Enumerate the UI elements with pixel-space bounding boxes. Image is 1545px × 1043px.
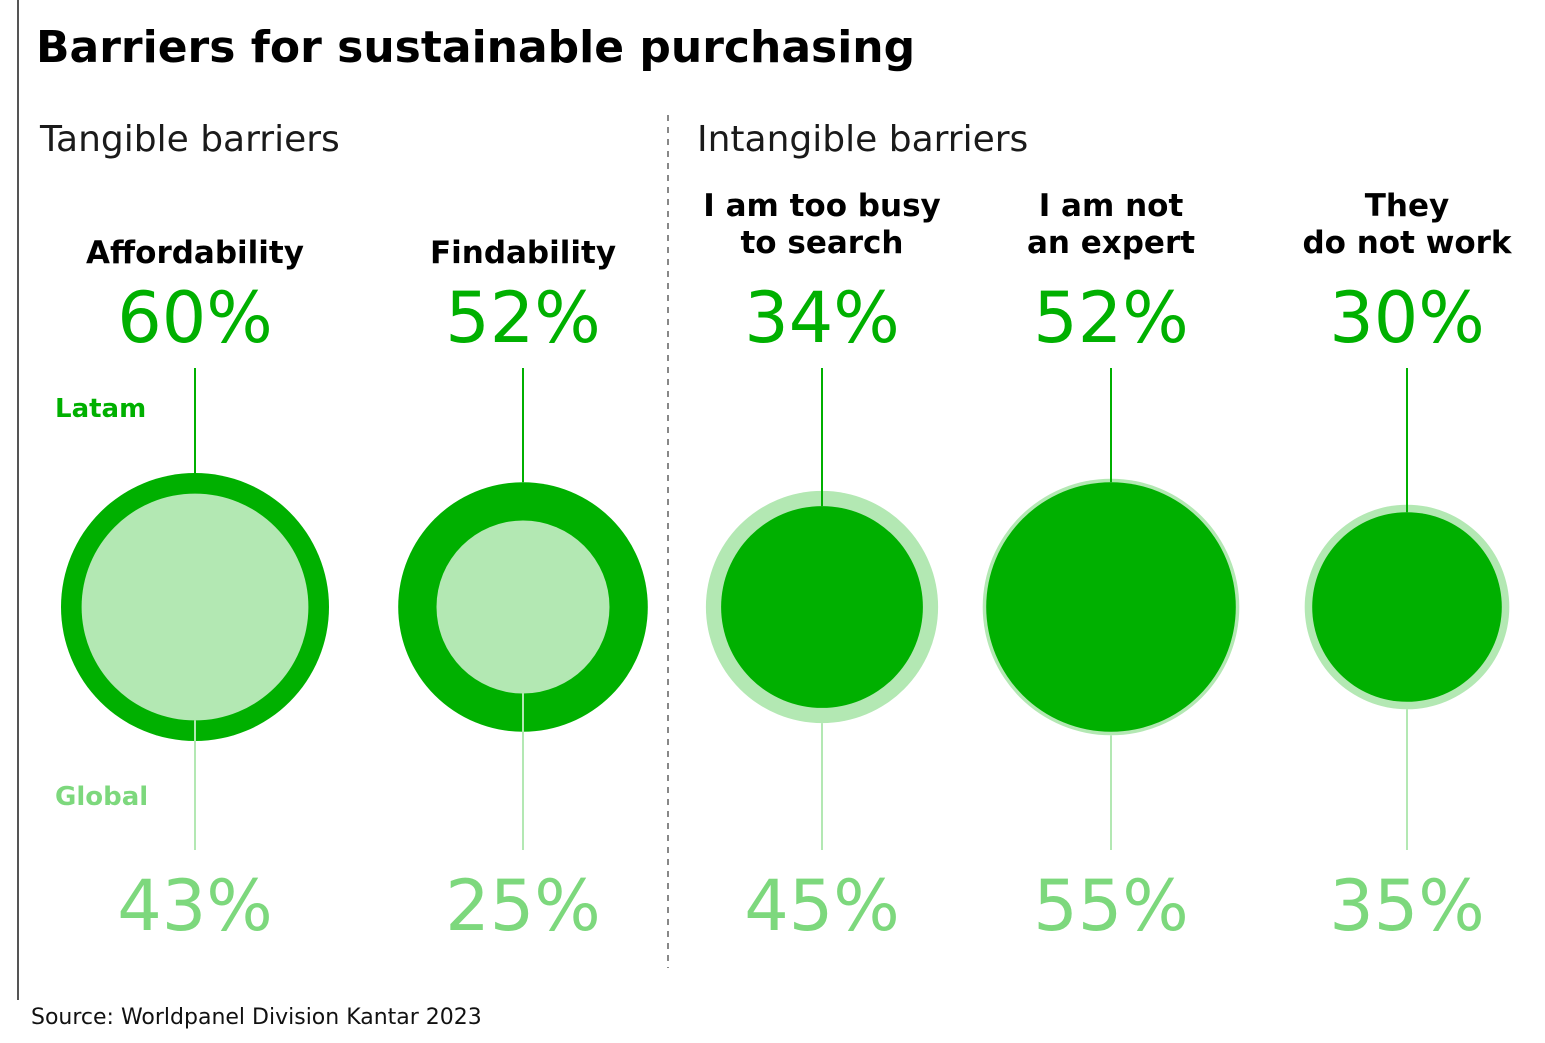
global-value-affordability: 43%: [117, 865, 273, 947]
global-bubble-findability: [436, 520, 610, 694]
global-value-they-do-not-work: 35%: [1329, 865, 1485, 947]
group-label-intangible: Intangible barriers: [697, 119, 1028, 160]
category-label-findability: Findability: [430, 235, 616, 271]
category-label-i-am-too-busy-to-search-line-2: to search: [740, 225, 903, 261]
latam-value-they-do-not-work: 30%: [1329, 277, 1485, 359]
legend-global: Global: [55, 782, 148, 812]
legend-latam: Latam: [55, 394, 146, 424]
latam-bubble-i-am-too-busy-to-search: [721, 506, 923, 708]
group-label-tangible: Tangible barriers: [39, 119, 340, 160]
chart-title: Barriers for sustainable purchasing: [36, 22, 915, 73]
category-label-i-am-not-an-expert-line-2: an expert: [1027, 225, 1195, 261]
latam-value-i-am-not-an-expert: 52%: [1033, 277, 1189, 359]
chart-marks: Affordability 60% 43% Findability 52% 25% I am…: [61, 188, 1513, 947]
global-value-i-am-too-busy-to-search: 45%: [744, 865, 900, 947]
latam-bubble-i-am-not-an-expert: [986, 482, 1236, 732]
latam-value-affordability: 60%: [117, 277, 273, 359]
global-bubble-affordability: [81, 493, 309, 721]
latam-value-i-am-too-busy-to-search: 34%: [744, 277, 900, 359]
latam-bubble-they-do-not-work: [1312, 512, 1502, 702]
latam-value-findability: 52%: [445, 277, 601, 359]
source-note: Source: Worldpanel Division Kantar 2023: [31, 1005, 482, 1030]
category-label-i-am-not-an-expert-line-1: I am not: [1039, 188, 1184, 224]
global-value-findability: 25%: [445, 865, 601, 947]
category-label-i-am-too-busy-to-search-line-1: I am too busy: [703, 188, 940, 224]
category-label-they-do-not-work-line-1: They: [1365, 188, 1449, 224]
global-value-i-am-not-an-expert: 55%: [1033, 865, 1189, 947]
category-label-affordability: Affordability: [86, 235, 304, 271]
category-label-they-do-not-work-line-2: do not work: [1302, 225, 1512, 261]
